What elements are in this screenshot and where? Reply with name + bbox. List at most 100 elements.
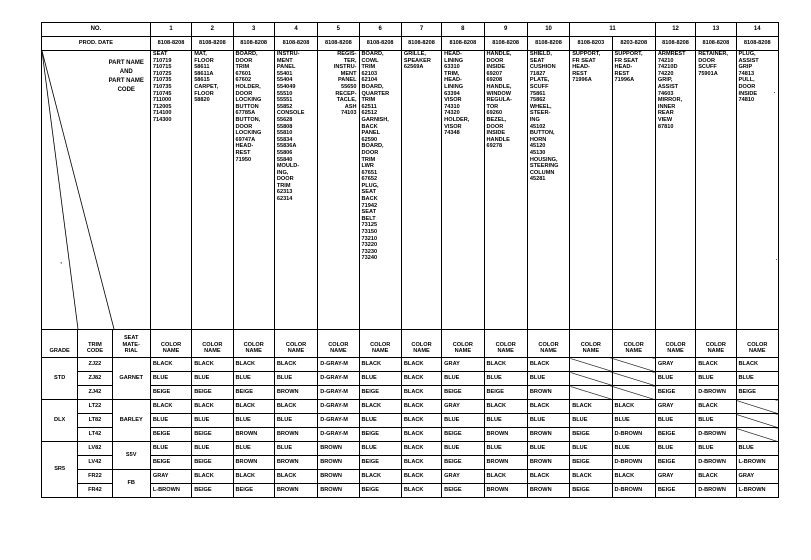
color-cell: BLUE [358,371,402,386]
color-cell: BLACK [400,357,443,372]
color-cell: BLUE [695,413,737,428]
color-name-label: COLOR NAME [400,329,443,358]
color-cell: BLUE [569,441,613,456]
color-cell: BLACK [358,357,402,372]
color-cell: BEIGE [654,483,697,498]
color-cell: D-GRAY-M [317,385,360,400]
part-list: HANDLE, DOOR INSIDE 69207 69208 HANDLE, … [483,50,528,330]
color-cell: BLACK [483,469,528,484]
color-cell: BLACK [611,399,656,414]
color-cell: BLUE [611,441,656,456]
color-cell: BLUE [483,371,528,386]
color-cell: BEIGE [569,427,613,442]
color-cell: BLACK [569,399,613,414]
color-cell: BLUE [654,371,697,386]
col-num: 5 [317,22,360,37]
color-cell: BEIGE [569,483,613,498]
color-cell: BEIGE [441,385,485,400]
color-name-label: COLOR NAME [358,329,402,358]
empty-diagonal-cell [611,385,656,400]
color-cell: BLUE [441,413,485,428]
trim-code-label: TRIM CODE [77,329,113,358]
color-cell: BROWN [273,427,319,442]
color-cell: GRAY [654,357,697,372]
part-list: HEAD- LINING 63310 TRIM, HEAD- LINING 63… [441,50,485,330]
color-cell: BLACK [191,357,234,372]
color-cell: BLACK [191,399,234,414]
col-num: 10 [526,22,571,37]
color-cell: BEIGE [191,427,234,442]
prod-date: 8108-8208 [273,36,319,51]
color-cell: BROWN [317,483,360,498]
color-cell: BEIGE [232,483,275,498]
seat-material-cell: GARNET [111,357,151,400]
empty-diagonal-cell [735,427,780,442]
prod-date: 8108-8208 [654,36,697,51]
color-cell: BEIGE [441,427,485,442]
color-cell: GRAY [654,399,697,414]
color-cell: BLACK [149,399,193,414]
color-cell: D-GRAY-M [317,399,360,414]
prod-date-label: PROD. DATE [41,36,151,51]
color-cell: BLACK [400,385,443,400]
color-cell: BROWN [273,385,319,400]
color-cell: BLUE [232,441,275,456]
col-num: 13 [695,22,737,37]
prod-date: 8108-8208 [317,36,360,51]
color-cell: BLACK [400,427,443,442]
prod-date: 8108-8208 [483,36,528,51]
trim-code-cell: LV82 [77,441,113,456]
color-cell: BLACK [695,399,737,414]
color-cell: BEIGE [191,385,234,400]
color-cell: D-BROWN [695,427,737,442]
color-cell: D-GRAY-M [317,413,360,428]
part-list: SUPPORT, FR SEAT HEAD- REST 71996A [611,50,656,330]
color-cell: BEIGE [232,385,275,400]
color-cell: BLUE [526,371,571,386]
color-cell: BLACK [400,469,443,484]
color-cell: BLUE [611,413,656,428]
col-num: 7 [400,22,443,37]
color-cell: BLUE [569,413,613,428]
prod-date: 8108-8208 [735,36,780,51]
color-cell: BLUE [273,441,319,456]
part-list: GRILLE, SPEAKER 62569A [400,50,443,330]
part-names-row: PART NAME AND PART NAME CODE SEAT 710719… [41,50,780,330]
color-name-label: COLOR NAME [526,329,571,358]
color-cell: GRAY [441,357,485,372]
trim-code-cell: ZJ22 [77,357,113,372]
color-cell: BLACK [400,413,443,428]
color-cell: BEIGE [735,385,780,400]
color-cell: L-BROWN [735,483,780,498]
prod-date: 8108-8208 [526,36,571,51]
color-cell: GRAY [441,469,485,484]
color-cell: BLUE [526,441,571,456]
color-cell: GRAY [654,469,697,484]
color-cell: BROWN [232,455,275,470]
color-cell: BLACK [191,469,234,484]
trim-code-cell: FR22 [77,469,113,484]
color-name-label: COLOR NAME [611,329,656,358]
color-cell: BLUE [735,441,780,456]
color-name-label: COLOR NAME [735,329,780,358]
color-cell: BLACK [526,357,571,372]
seat-material-cell: BARLEY [111,399,151,442]
table-row: STD ZJ22 GARNET BLACK BLACK BLACK BLACK D-GRAY-… [40,357,780,400]
color-cell: BLUE [273,371,319,386]
color-cell: BLACK [400,399,443,414]
color-name-label: COLOR NAME [441,329,485,358]
color-cell: BEIGE [358,385,402,400]
color-header-row: GRADE TRIM CODE SEAT MATE- RIAL COLOR NA… [40,329,780,358]
color-name-label: COLOR NAME [483,329,528,358]
color-cell: BLACK [232,469,275,484]
color-name-label: COLOR NAME [232,329,275,358]
color-cell: BLACK [569,469,613,484]
color-name-label: COLOR NAME [273,329,319,358]
color-cell: BLACK [358,469,402,484]
color-cell: BLUE [695,441,737,456]
color-cell: BLUE [191,371,234,386]
color-cell: BLACK [273,469,319,484]
col-num: 3 [232,22,275,37]
col-num: 11 [569,22,656,37]
col-num: 6 [358,22,402,37]
